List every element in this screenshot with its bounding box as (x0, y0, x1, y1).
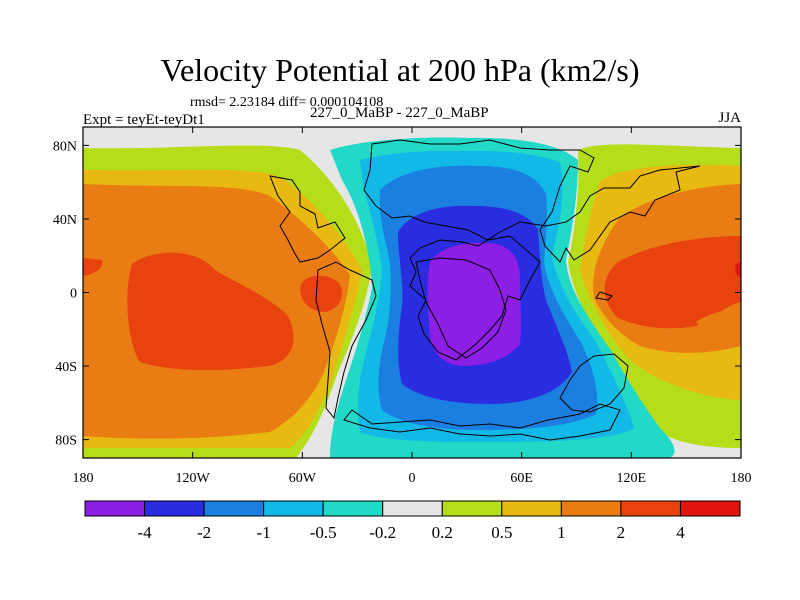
colorbar-label: 1 (557, 523, 566, 542)
colorbar-label: 4 (676, 523, 685, 542)
colorbar-swatch (560, 500, 622, 517)
y-tick-label: 80N (53, 139, 77, 154)
colorbar: -4 -2 -1 -0.5 -0.2 0.2 0.5 1 2 4 (84, 500, 741, 542)
colorbar-label: -2 (197, 523, 211, 542)
x-tick-label: 0 (409, 471, 416, 486)
x-tick-label: 60W (289, 471, 317, 486)
contour-neg-4 (427, 242, 521, 366)
experiment-label: Expt = teyEt-teyDt1 (83, 112, 205, 128)
colorbar-swatch (382, 500, 443, 517)
colorbar-label: 0.2 (432, 523, 453, 542)
y-tick-label: 40S (55, 360, 77, 375)
colorbar-label: -0.2 (369, 523, 396, 542)
contour-east-inner-pos-1 (696, 309, 741, 338)
filled-contours (83, 127, 741, 458)
x-tick-label: 60E (510, 471, 533, 486)
colorbar-swatch (441, 500, 503, 517)
colorbar-swatch (263, 500, 324, 517)
colorbar-swatch (84, 500, 146, 517)
coastline-africa (415, 257, 507, 359)
contour-west-pos-2 (127, 252, 294, 371)
colorbar-label: -1 (257, 523, 271, 542)
coastline-south-america (315, 261, 377, 420)
colorbar-label: -4 (137, 523, 152, 542)
period-label: 227_0_MaBP - 227_0_MaBP (310, 105, 489, 121)
y-tick-label: 80S (55, 434, 77, 449)
y-tick-label: 0 (70, 287, 77, 302)
contour-east-pos-4-edge (735, 262, 741, 278)
x-tick-label: 180 (731, 471, 752, 486)
contour-west-edge-pos-2 (83, 258, 103, 276)
contour-east-pos-2 (604, 236, 741, 329)
colorbar-swatch (144, 500, 205, 517)
colorbar-label: -0.5 (310, 523, 337, 542)
colorbar-swatch (679, 500, 741, 517)
colorbar-swatch (203, 500, 265, 517)
colorbar-label: 0.5 (491, 523, 512, 542)
coastline-eurasia (363, 139, 701, 361)
colorbar-swatch (620, 500, 681, 517)
x-tick-label: 120E (617, 471, 647, 486)
x-tick-label: 180 (73, 471, 94, 486)
coastline-australia (559, 291, 629, 413)
rmsd-diff-stats: rmsd= 2.23184 diff= 0.000104108 (190, 95, 384, 110)
chart-title: Velocity Potential at 200 hPa (km2/s) (160, 52, 640, 88)
season-label: JJA (718, 110, 741, 126)
colorbar-label: 2 (617, 523, 626, 542)
colorbar-swatch (322, 500, 384, 517)
coastline-north-america (269, 175, 346, 263)
y-tick-label: 40N (53, 213, 77, 228)
contour-west-pos-2-small (300, 275, 342, 312)
axis-ticks: 180 120W 60W 0 60E 120E 180 80N 40N 0 40S 80S (53, 127, 752, 486)
colorbar-swatch (501, 500, 562, 517)
coastline-antarctica (343, 403, 621, 441)
x-tick-label: 120W (176, 471, 211, 486)
continent-outlines (269, 139, 701, 441)
